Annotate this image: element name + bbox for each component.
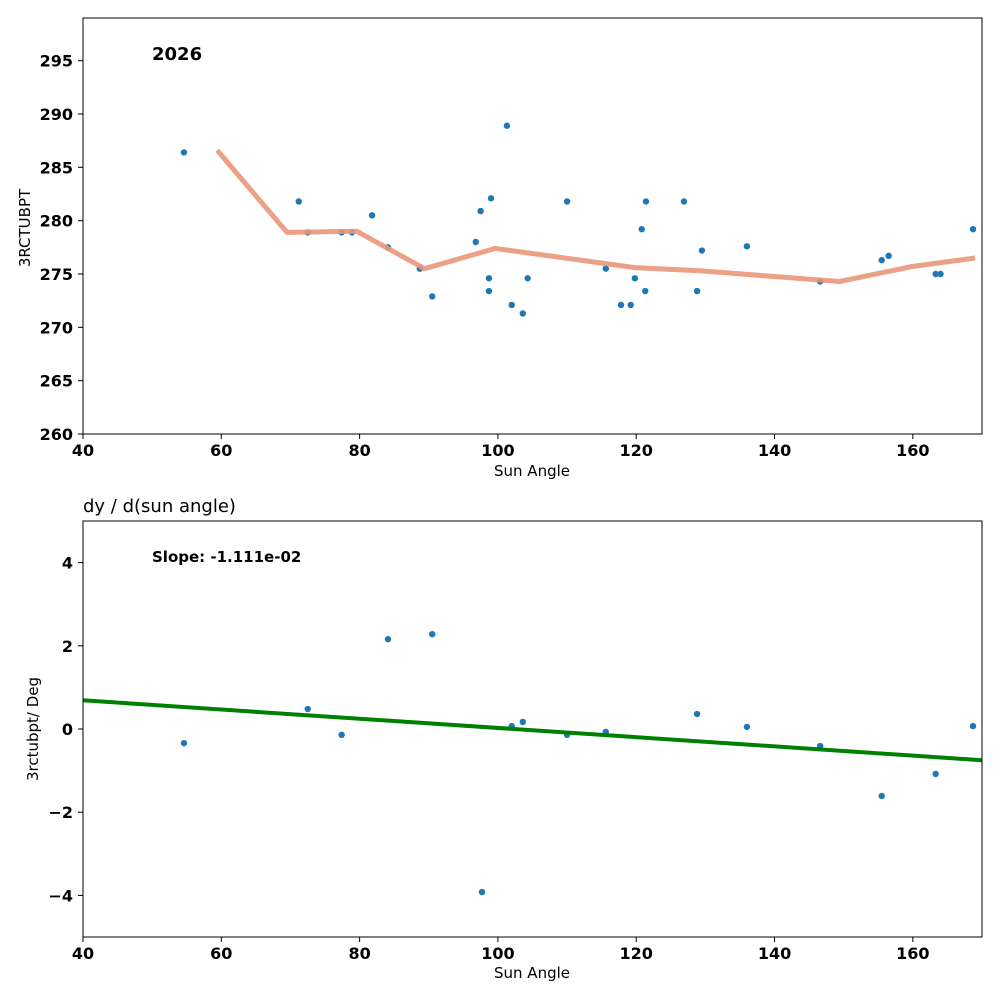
top-data-point <box>743 243 751 250</box>
bottom-plot-frame <box>82 520 983 938</box>
bottom-marks <box>82 630 983 896</box>
bottom-y-tick-label: 0 <box>62 720 73 739</box>
bottom-data-point <box>693 710 701 718</box>
bottom-x-tick-label: 60 <box>210 944 232 963</box>
top-data-point <box>680 198 688 205</box>
top-annotation: 2026 <box>152 44 202 65</box>
top-y-tick-label: 260 <box>40 425 73 444</box>
top-y-tick-label: 265 <box>40 372 73 391</box>
bottom-data-point <box>384 635 392 643</box>
bottom-x-tick-label: 120 <box>620 944 653 963</box>
top-x-tick-label: 80 <box>348 441 370 460</box>
top-plot-area <box>83 18 982 434</box>
top-data-point <box>642 198 650 205</box>
top-data-point <box>602 265 610 272</box>
top-chart: 40 60 80 100 120 140 160 260 265 270 275 280 285 290… <box>16 17 983 480</box>
bottom-data-point <box>519 718 527 726</box>
bottom-data-point <box>429 630 436 638</box>
bottom-x-tick-label: 100 <box>481 944 514 963</box>
bottom-data-point <box>969 722 977 730</box>
top-x-tick-label: 40 <box>72 441 94 460</box>
bottom-x-tick-label: 40 <box>72 944 94 963</box>
bottom-x-ticks: 40 60 80 100 120 140 160 <box>72 937 930 963</box>
top-x-tick-label: 140 <box>758 441 791 460</box>
top-y-tick-label: 290 <box>40 105 73 124</box>
top-y-ticks: 260 265 270 275 280 285 290 295 <box>40 52 83 444</box>
top-data-point <box>485 275 493 282</box>
bottom-data-point <box>878 792 885 800</box>
bottom-y-tick-label: 2 <box>62 637 73 656</box>
top-data-point <box>617 301 625 309</box>
top-x-tick-label: 60 <box>210 441 232 460</box>
top-x-ticks: 40 60 80 100 120 140 160 <box>72 434 930 460</box>
bottom-data-point <box>743 723 751 731</box>
top-trend-line <box>215 148 976 285</box>
top-data-point <box>642 287 649 295</box>
top-y-tick-label: 275 <box>40 265 73 284</box>
top-x-tick-label: 160 <box>896 441 929 460</box>
bottom-y-tick-label: 4 <box>62 554 73 573</box>
top-data-point <box>885 252 892 260</box>
top-x-tick-label: 100 <box>481 441 514 460</box>
top-y-tick-label: 280 <box>40 212 73 231</box>
bottom-y-tick-label: −2 <box>48 803 73 822</box>
top-x-tick-label: 120 <box>620 441 653 460</box>
top-x-axis-label: Sun Angle <box>494 462 570 480</box>
top-data-point <box>693 287 701 295</box>
top-marks <box>180 122 977 317</box>
top-plot-frame <box>82 17 983 435</box>
top-data-point <box>932 270 939 278</box>
bottom-y-axis-label: 3rctubpt/ Deg <box>24 677 42 781</box>
top-y-tick-label: 285 <box>40 158 73 177</box>
top-data-point <box>937 270 944 278</box>
top-data-point <box>368 212 376 219</box>
bottom-y-ticks: −4 −2 0 2 4 <box>48 554 83 905</box>
top-data-point <box>472 238 479 246</box>
bottom-x-tick-label: 140 <box>758 944 791 963</box>
top-data-point <box>487 195 495 202</box>
top-data-point <box>485 287 493 295</box>
top-data-point <box>969 226 977 233</box>
top-data-point <box>508 301 515 309</box>
slope-annotation: Slope: -1.111e-02 <box>152 548 301 566</box>
bottom-data-point <box>304 705 311 713</box>
top-y-tick-label: 295 <box>40 52 73 71</box>
top-data-point <box>627 301 634 309</box>
top-data-point <box>295 198 302 205</box>
bottom-x-tick-label: 160 <box>896 944 929 963</box>
bottom-data-point <box>478 888 486 896</box>
top-data-point <box>503 122 511 129</box>
top-y-tick-label: 270 <box>40 318 73 337</box>
top-data-point <box>878 256 885 264</box>
top-data-point <box>698 247 706 254</box>
bottom-fit-line <box>82 698 983 763</box>
top-data-point <box>638 226 645 233</box>
top-data-point <box>631 275 639 282</box>
bottom-data-point <box>932 770 939 778</box>
top-data-point <box>429 293 436 300</box>
top-y-axis-label: 3RCTUBPT <box>16 188 34 267</box>
bottom-x-axis-label: Sun Angle <box>494 964 570 982</box>
top-data-point <box>519 310 527 317</box>
bottom-data-point <box>180 739 188 747</box>
top-data-point <box>477 207 484 215</box>
top-data-point <box>563 198 571 205</box>
top-data-point <box>180 149 188 156</box>
bottom-chart-title: dy / d(sun angle) <box>83 496 236 517</box>
top-data-point <box>524 275 531 282</box>
bottom-chart: dy / d(sun angle) 40 60 80 100 120 140 160 −4−… <box>24 496 983 982</box>
bottom-x-tick-label: 80 <box>348 944 370 963</box>
bottom-data-point <box>338 731 345 739</box>
bottom-y-tick-label: −4 <box>48 886 73 905</box>
